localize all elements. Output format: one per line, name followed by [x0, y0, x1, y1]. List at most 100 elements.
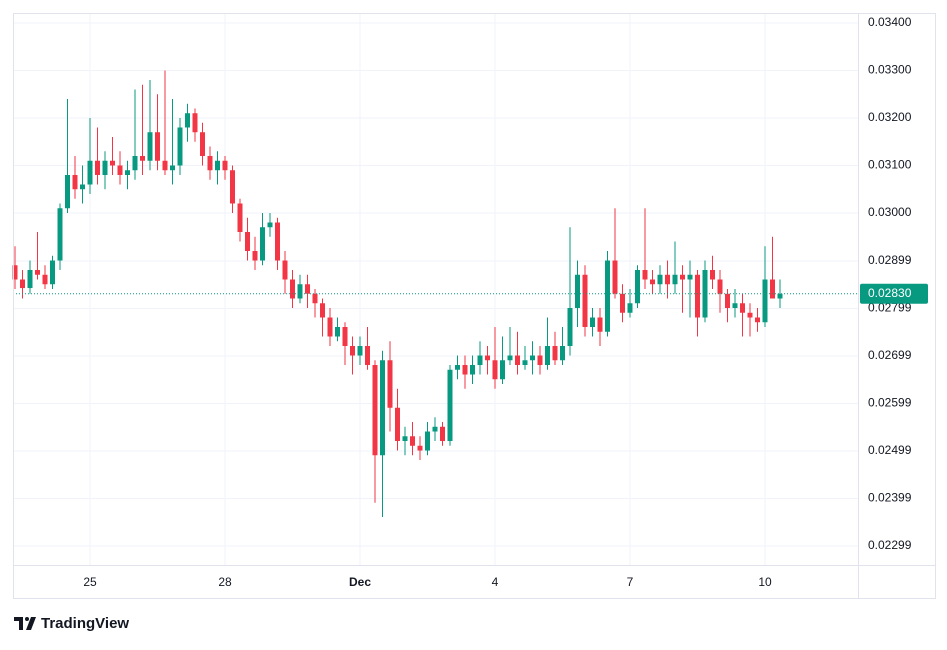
- candle-body: [320, 303, 325, 318]
- candle-body: [710, 269, 715, 280]
- candle-body: [732, 303, 738, 309]
- candle-body: [380, 360, 385, 456]
- candle-body: [192, 113, 198, 133]
- candle-body: [755, 317, 760, 323]
- candle-body: [395, 407, 400, 442]
- candle-body: [447, 369, 453, 442]
- candle-body: [312, 293, 318, 304]
- candle-body: [222, 160, 228, 171]
- candle-body: [590, 317, 595, 328]
- candle-body: [162, 160, 168, 171]
- x-tick-label: Dec: [349, 575, 371, 589]
- last-price-badge: [860, 283, 928, 304]
- candle-body: [342, 327, 348, 347]
- candle-body: [27, 269, 33, 289]
- candle-body: [462, 365, 468, 375]
- candle-body: [237, 203, 243, 232]
- candle-body: [605, 260, 610, 332]
- candle-body: [762, 279, 768, 323]
- candle-body: [522, 360, 528, 366]
- candle-body: [102, 160, 108, 175]
- candle-body: [702, 269, 708, 318]
- candle-body: [65, 174, 70, 209]
- last-price-label: 0.02830: [868, 286, 912, 300]
- candle-body: [575, 274, 580, 309]
- candle-body: [215, 160, 220, 171]
- candle-body: [140, 155, 145, 161]
- candle-body: [155, 132, 160, 161]
- candle-body: [252, 250, 258, 261]
- y-tick-label: 0.02899: [868, 253, 912, 267]
- candle-body: [230, 170, 235, 204]
- candle-body: [117, 165, 123, 175]
- candle-body: [170, 165, 175, 171]
- candle-body: [417, 445, 423, 451]
- y-tick-label: 0.02799: [868, 301, 912, 315]
- brand-name: TradingView: [41, 615, 129, 632]
- candle-body: [327, 317, 333, 337]
- candle-body: [260, 227, 265, 261]
- x-tick-label: 10: [758, 575, 772, 589]
- candle-body: [245, 231, 250, 251]
- candle-body: [80, 184, 85, 190]
- candle-body: [410, 436, 415, 446]
- candle-body: [552, 346, 558, 361]
- candle-body: [582, 274, 588, 328]
- candle-body: [545, 346, 550, 366]
- candle-body: [717, 279, 723, 294]
- candle-body: [635, 269, 640, 304]
- candle-body: [402, 436, 408, 442]
- axes: 0.03400 0.03300 0.03200 0.03100 0.03000 0.028…: [13, 13, 936, 599]
- candle-body: [357, 346, 363, 356]
- x-tick-label: 25: [83, 575, 97, 589]
- candle-body: [500, 360, 505, 380]
- candles: [12, 70, 858, 518]
- candle-body: [177, 127, 183, 166]
- y-tick-label: 0.02499: [868, 443, 912, 457]
- candle-body: [530, 355, 535, 361]
- candle-body: [282, 260, 288, 280]
- candle-body: [747, 312, 753, 318]
- y-tick-label: 0.02399: [868, 491, 912, 505]
- candle-body: [132, 155, 138, 171]
- candle-body: [372, 365, 378, 456]
- candle-body: [87, 160, 93, 185]
- candle-body: [432, 426, 438, 432]
- candle-body: [185, 113, 190, 128]
- logo-icon: [14, 617, 23, 630]
- candle-body: [207, 155, 213, 171]
- y-tick-label: 0.02599: [868, 396, 912, 410]
- candle-body: [777, 293, 783, 299]
- candle-body: [275, 222, 280, 261]
- candle-body: [305, 284, 310, 294]
- candle-body: [110, 160, 115, 166]
- logo-icon: [25, 617, 29, 621]
- candle-body: [627, 303, 633, 313]
- y-tick-label: 0.03200: [868, 110, 912, 124]
- candle-body: [297, 284, 303, 299]
- y-tick-label: 0.02299: [868, 538, 912, 552]
- candle-body: [597, 317, 603, 332]
- candle-body: [387, 360, 393, 408]
- candle-body: [612, 260, 618, 294]
- y-tick-label: 0.03100: [868, 158, 912, 172]
- candle-body: [440, 426, 445, 442]
- chart-frame: [13, 13, 936, 599]
- y-tick-label: 0.03300: [868, 63, 912, 77]
- candle-body: [35, 269, 40, 275]
- candle-body: [477, 355, 483, 366]
- candle-body: [425, 431, 430, 451]
- candle-body: [725, 293, 730, 309]
- candle-body: [695, 274, 700, 318]
- candle-body: [350, 346, 355, 356]
- candle-body: [680, 274, 685, 280]
- logo-icon: [26, 617, 36, 630]
- candle-body: [72, 174, 78, 190]
- candle-body: [95, 160, 100, 175]
- candle-body: [12, 265, 18, 280]
- candle-body: [485, 355, 490, 361]
- candle-body: [455, 365, 460, 370]
- candle-body: [57, 208, 63, 261]
